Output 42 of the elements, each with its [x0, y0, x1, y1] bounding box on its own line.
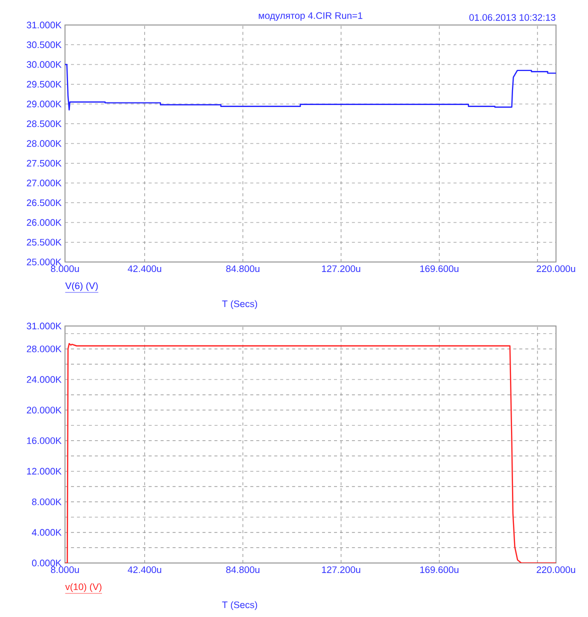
- x-axis-title: T (Secs): [222, 300, 258, 309]
- x-tick-label: 127.200u: [322, 265, 360, 272]
- y-tick-label: 28.500K: [26, 120, 62, 128]
- y-tick-label: 25.500K: [26, 238, 62, 246]
- y-tick-label: 29.500K: [26, 80, 62, 88]
- x-tick-label: 220.000u: [536, 265, 576, 272]
- y-tick-label: 28.000K: [26, 346, 62, 352]
- x-tick-label: 84.800u: [226, 265, 260, 272]
- y-tick-label: 26.000K: [26, 219, 62, 226]
- y-tick-label: 16.000K: [27, 437, 62, 444]
- line-series: [65, 342, 556, 563]
- y-tick-label: 20.000K: [26, 406, 62, 414]
- text: V(6) (V): [65, 282, 98, 291]
- x-tick-label: 169.600u: [420, 566, 458, 574]
- y-tick-label: 27.500K: [26, 160, 62, 167]
- chart-subtitle: 01.06.2013 10:32:13: [469, 14, 556, 21]
- chart-title: модулятор 4.CIR Run=1: [258, 12, 362, 21]
- y-tick-label: 0.000K: [32, 560, 62, 566]
- y-tick-label: 31.000K: [26, 322, 62, 330]
- y-tick-label: 30.500K: [26, 41, 62, 48]
- x-tick-label: 127.200u: [322, 566, 360, 574]
- y-tick-label: 24.000K: [26, 376, 62, 383]
- x-tick-label: 42.400u: [128, 566, 162, 574]
- y-tick-label: 31.000K: [26, 22, 62, 28]
- x-tick-label: 42.400u: [128, 265, 162, 272]
- y-tick-label: 8.000K: [32, 498, 62, 506]
- y-tick-label: 27.000K: [26, 180, 62, 186]
- x-tick-label: 84.800u: [226, 566, 260, 574]
- x-axis-title: T (Secs): [222, 601, 258, 610]
- x-tick-label: 169.600u: [420, 265, 458, 272]
- y-tick-label: 30.000K: [26, 61, 62, 68]
- y-tick-label: 26.500K: [26, 199, 62, 206]
- x-tick-label: 220.000u: [536, 566, 576, 574]
- y-tick-label: 28.000K: [26, 140, 62, 147]
- y-tick-label: 25.000K: [26, 258, 62, 266]
- y-tick-label: 29.000K: [26, 100, 62, 108]
- y-tick-label: 4.000K: [32, 529, 62, 536]
- text: v(10) (V): [65, 583, 102, 592]
- x-tick-label: 8.000u: [50, 566, 79, 574]
- line-series: [65, 64, 556, 111]
- x-tick-label: 8.000u: [50, 265, 79, 272]
- y-tick-label: 12.000K: [27, 468, 62, 475]
